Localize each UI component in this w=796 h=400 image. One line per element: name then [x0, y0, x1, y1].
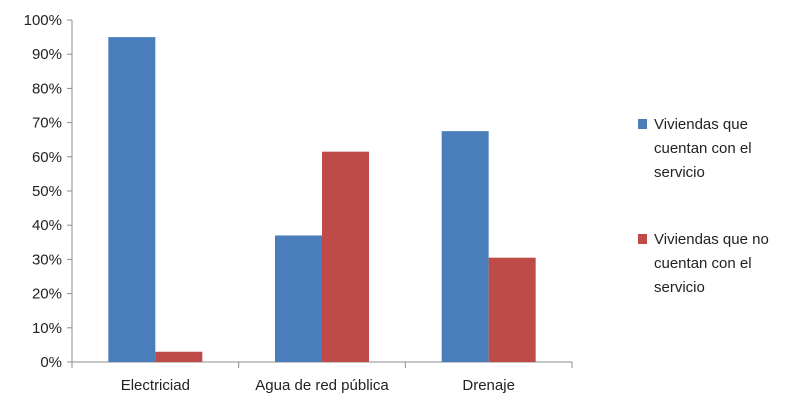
y-tick-label: 30%	[32, 251, 62, 268]
legend-label: servicio	[654, 164, 705, 181]
y-tick-label: 60%	[32, 149, 62, 166]
legend-item: Viviendas que no cuentan con el servicio	[638, 231, 769, 296]
y-tick-label: 80%	[32, 80, 62, 97]
y-tick-label: 70%	[32, 115, 62, 132]
x-axis: Electriciad Agua de red pública Drenaje	[71, 361, 573, 394]
legend-label: Viviendas que	[654, 116, 748, 133]
legend-swatch	[638, 119, 647, 129]
bars	[108, 37, 536, 362]
y-tick-label: 0%	[40, 354, 62, 371]
y-tick-label: 90%	[32, 46, 62, 63]
bar-with-service	[275, 235, 322, 362]
legend-label: servicio	[654, 279, 705, 296]
y-tick-label: 50%	[32, 183, 62, 200]
x-category-label: Electriciad	[121, 377, 190, 394]
legend-label: Viviendas que no	[654, 231, 769, 248]
bar-without-service	[322, 151, 369, 362]
legend-item: Viviendas que cuentan con el servicio	[638, 116, 752, 181]
legend-label: cuentan con el	[654, 255, 752, 272]
y-tick-label: 40%	[32, 217, 62, 234]
legend-label: cuentan con el	[654, 140, 752, 157]
bar-without-service	[488, 257, 536, 362]
y-tick-label: 20%	[32, 286, 62, 303]
x-category-label: Drenaje	[462, 377, 515, 394]
bar-with-service	[108, 37, 156, 362]
y-axis: 0% 10% 20% 30% 40% 50% 60% 70% 80% 90% 100%	[24, 12, 73, 371]
bar-without-service	[155, 351, 203, 362]
legend-swatch	[638, 234, 647, 244]
y-tick-label: 100%	[24, 12, 62, 29]
x-category-label: Agua de red pública	[255, 377, 389, 394]
bar-with-service	[441, 131, 489, 362]
y-tick-label: 10%	[32, 320, 62, 337]
